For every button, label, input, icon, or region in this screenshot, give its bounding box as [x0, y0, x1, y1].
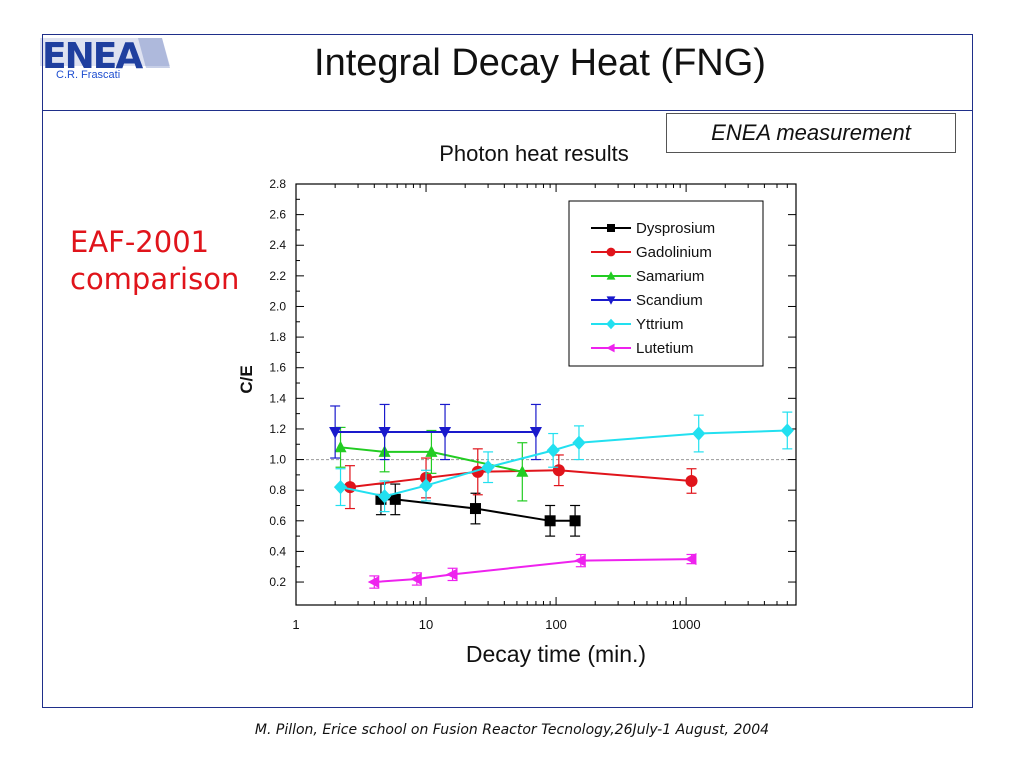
y-tick-label: 0.2 — [269, 575, 286, 589]
x-axis-label: Decay time (min.) — [466, 641, 646, 667]
y-tick-label: 1.6 — [269, 361, 286, 375]
scandium-point — [378, 427, 391, 439]
x-tick-label: 10 — [419, 617, 433, 632]
lutetium-point — [574, 554, 586, 567]
legend-label-lutetium: Lutetium — [636, 340, 694, 357]
slide-title: Integral Decay Heat (FNG) — [314, 42, 766, 84]
eaf-comparison-label: EAF-2001 comparison — [70, 224, 239, 298]
y-tick-label: 1.2 — [269, 422, 286, 436]
eaf-label-line1: EAF-2001 — [70, 225, 210, 259]
lutetium-point — [410, 572, 422, 586]
dysprosium-point — [389, 493, 401, 505]
logo-subtitle: C.R. Frascati — [56, 69, 121, 81]
samarium-point — [334, 440, 347, 453]
legend-marker-dysprosium — [607, 224, 615, 232]
y-tick-label: 2.2 — [269, 269, 286, 283]
yttrium-point — [419, 478, 433, 493]
dysprosium-point — [569, 515, 581, 527]
gadolinium-point — [685, 474, 698, 488]
legend-marker-samarium — [606, 271, 616, 280]
scandium-point — [529, 427, 542, 439]
samarium-line — [340, 446, 523, 473]
lutetium-point — [445, 568, 458, 581]
lutetium-point — [684, 553, 697, 566]
legend-label-dysprosium: Dysprosium — [636, 220, 715, 237]
lutetium-line — [374, 558, 692, 584]
chart-title: Photon heat results — [439, 141, 629, 166]
yttrium-point — [572, 435, 586, 450]
svg-text:ENEA: ENEA — [42, 38, 143, 77]
y-tick-label: 1.4 — [269, 391, 286, 405]
y-tick-label: 2.8 — [269, 177, 286, 191]
yttrium-point — [377, 489, 392, 504]
header-divider — [42, 110, 973, 111]
legend-label-yttrium: Yttrium — [636, 316, 684, 333]
yttrium-point — [780, 423, 794, 438]
dysprosium-point — [544, 515, 556, 527]
yttrium-point — [481, 460, 495, 475]
scandium-point — [438, 427, 452, 439]
scandium-point — [329, 427, 342, 439]
legend-marker-scandium — [606, 296, 616, 305]
legend-marker-lutetium — [606, 343, 615, 353]
y-tick-label: 0.4 — [269, 544, 286, 558]
measurement-label-box: ENEA measurement — [666, 113, 956, 153]
slide-frame — [42, 34, 973, 708]
lutetium-point — [367, 575, 380, 589]
legend-marker-yttrium — [606, 318, 616, 330]
y-tick-label: 0.6 — [269, 514, 286, 528]
yttrium-point — [333, 479, 348, 495]
plot-area-frame — [295, 183, 797, 606]
gadolinium-point — [552, 464, 565, 477]
legend-marker-gadolinium — [606, 247, 616, 257]
x-tick-label: 100 — [545, 617, 567, 632]
yttrium-point — [692, 426, 706, 441]
samarium-point — [516, 465, 529, 477]
footer-citation: M. Pillon, Erice school on Fusion Reacto… — [254, 722, 770, 738]
yttrium-line — [340, 429, 788, 498]
legend-label-gadolinium: Gadolinium — [636, 244, 712, 261]
y-axis-label: C/E — [237, 365, 256, 393]
x-tick-label: 1000 — [672, 617, 701, 632]
y-tick-label: 2.0 — [269, 299, 286, 313]
y-tick-label: 2.4 — [269, 238, 286, 252]
samarium-point — [425, 445, 438, 457]
legend-label-scandium: Scandium — [636, 292, 703, 309]
y-tick-label: 2.6 — [269, 208, 286, 222]
yttrium-point — [546, 443, 560, 458]
y-tick-label: 1.8 — [269, 330, 286, 344]
x-tick-label: 1 — [292, 617, 299, 632]
y-tick-label: 1.0 — [269, 453, 286, 467]
enea-logo: ENEA — [40, 36, 170, 84]
legend-label-samarium: Samarium — [636, 268, 704, 285]
eaf-label-line2: comparison — [70, 262, 240, 296]
dysprosium-point — [469, 503, 481, 515]
y-tick-label: 0.8 — [269, 483, 286, 497]
